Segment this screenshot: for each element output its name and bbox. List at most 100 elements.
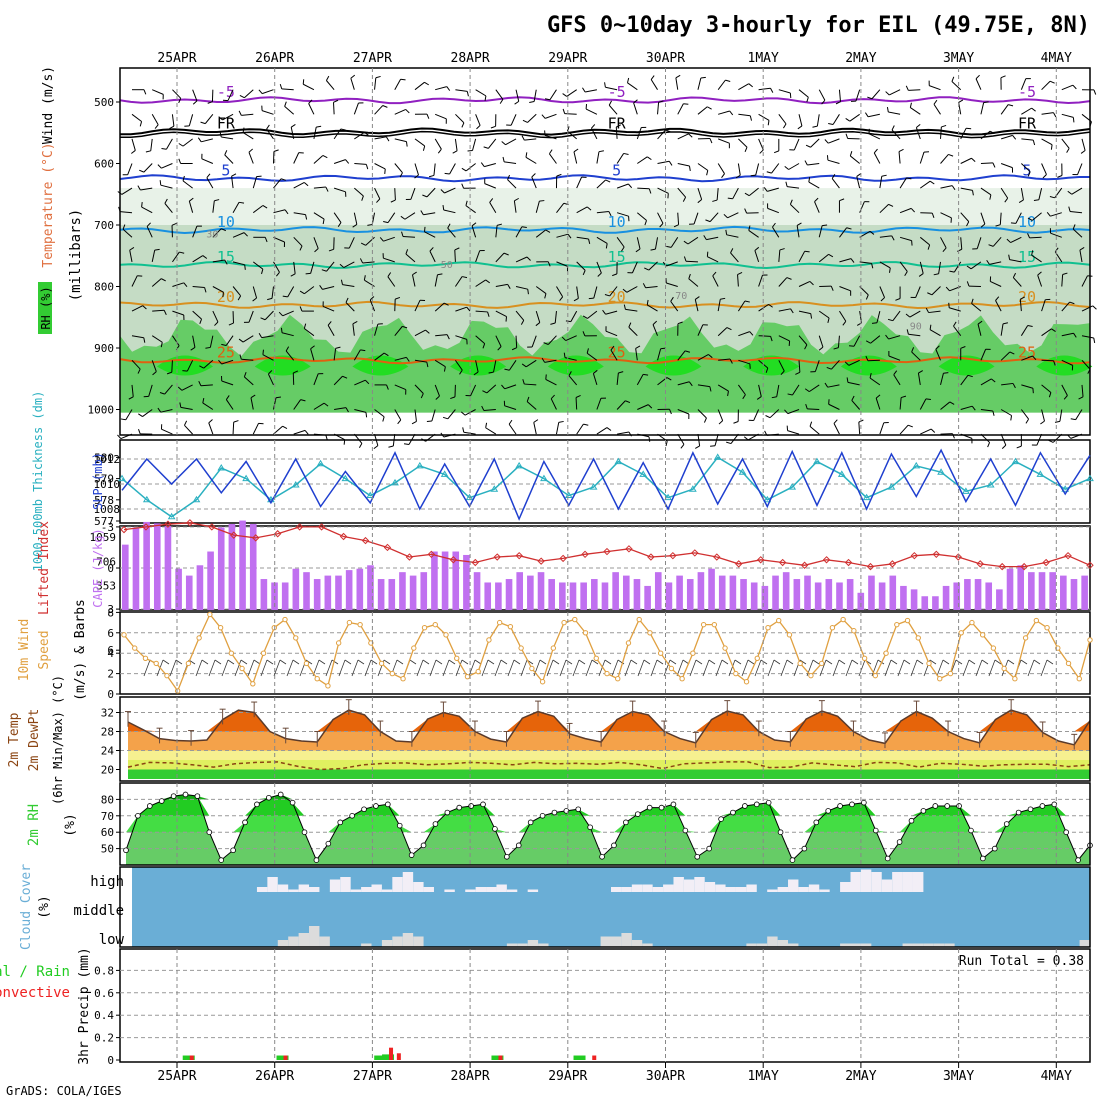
wind-barb [142,409,153,417]
wind-barb [778,308,791,312]
thickness-point [192,495,201,503]
wind-barb [151,335,163,343]
isotherm-line [119,300,1091,310]
wind-barb-flag [933,99,938,105]
wind-barb-flag [437,273,443,276]
wind-barb-flag [237,295,242,301]
li-point [625,545,633,553]
cape-bar [622,575,630,610]
wind-barb [1038,187,1043,200]
wind-barb [737,300,746,312]
rh2m-point [968,827,974,834]
wind-barb-flag [765,367,769,373]
wind-barb-flag [683,256,687,262]
li-point [142,523,150,531]
wind-barb [549,89,557,101]
wind-barb-flag [927,292,933,296]
cape-bar [452,551,460,610]
wind-barb [313,155,324,164]
wind-barb [609,286,618,297]
rh2m-point [1075,857,1081,863]
wind-barb [374,187,381,200]
wind-barb-flag [891,235,895,241]
wind-barb-flag [359,258,364,264]
wind-barb [313,402,325,410]
wind-barb-flag [258,89,263,94]
wind-barb [424,231,436,238]
wind-barb-flag [154,124,159,129]
wind-barb [694,299,699,312]
wind-barb [576,236,589,240]
wind-barb-flag [233,420,239,423]
wind-barb [953,261,962,273]
wind-barb-flag [1070,418,1076,421]
surface-wind-barb [637,659,645,677]
cape-bar [356,568,364,610]
wind-barb [354,409,367,413]
wind-barb [807,163,820,166]
wind-barb-flag [278,311,284,317]
wind-barb [129,250,133,262]
wind-barb [858,422,861,435]
wind-barb-flag [666,245,672,248]
rh2m-point [480,801,486,808]
wind-barb-flag [316,125,322,128]
wind-barb [326,80,335,91]
wind-barb-flag [443,366,446,372]
thickness-point [391,478,399,486]
y-tick-label: 20 [101,764,114,777]
wind-barb [212,200,215,213]
rh2m-point [932,803,939,809]
thickness-point [465,493,474,501]
low-cloud-bar [1079,940,1090,947]
wind-barb [394,78,402,90]
wind-barb-flag [916,123,921,128]
thickness-point [986,480,995,488]
isotherm-line [120,130,1091,139]
wind-speed-point [582,630,589,636]
cape-bar [431,551,438,610]
wind-barb-flag [459,369,463,375]
wind-barb [172,310,184,316]
wind-barb [535,229,547,238]
wind-barb-flag [131,150,136,154]
wind-barb [313,237,319,249]
wind-barb [264,310,274,321]
wind-barb [818,89,826,101]
wind-barb-flag [364,131,369,136]
wind-barb-flag [885,334,889,340]
y-tick-label: 80 [101,793,114,806]
wind-barb-flag [749,115,753,121]
wind-barb [465,163,476,172]
wind-barb-flag [221,343,227,347]
high-cloud-bar [361,887,372,892]
wind-barb-flag [1067,190,1073,195]
temp-fill-28 [128,710,1090,732]
wind-barb [131,275,138,287]
wind-speed-point [1001,665,1007,672]
high-cloud-bar [413,882,424,892]
wind-barb [706,236,719,241]
wind-barb-flag [1032,355,1037,361]
wind-barb [919,398,927,410]
wind-barb-flag [345,407,349,413]
cape-bar [836,582,843,610]
surface-wind-barb-flag [448,659,456,665]
wind-barb [616,400,626,410]
surface-wind-barb-flag [461,659,469,665]
surface-wind-barb [650,659,658,677]
surface-wind-barb [624,659,632,677]
wind-barb-flag [684,350,691,353]
wind-speed-point [979,632,986,638]
high-cloud-bar [652,887,664,892]
wind-barb [592,373,598,386]
wind-barb-flag [1049,196,1055,199]
wind-barb [787,430,800,435]
wind-barb-flag [473,371,479,376]
wind-barb [148,384,153,397]
surface-wind-barb [520,659,528,677]
wind-barb-flag [511,347,517,351]
surface-wind-barb-flag [799,659,807,665]
wind-barb [814,360,820,372]
wind-barb-flag [169,125,175,130]
